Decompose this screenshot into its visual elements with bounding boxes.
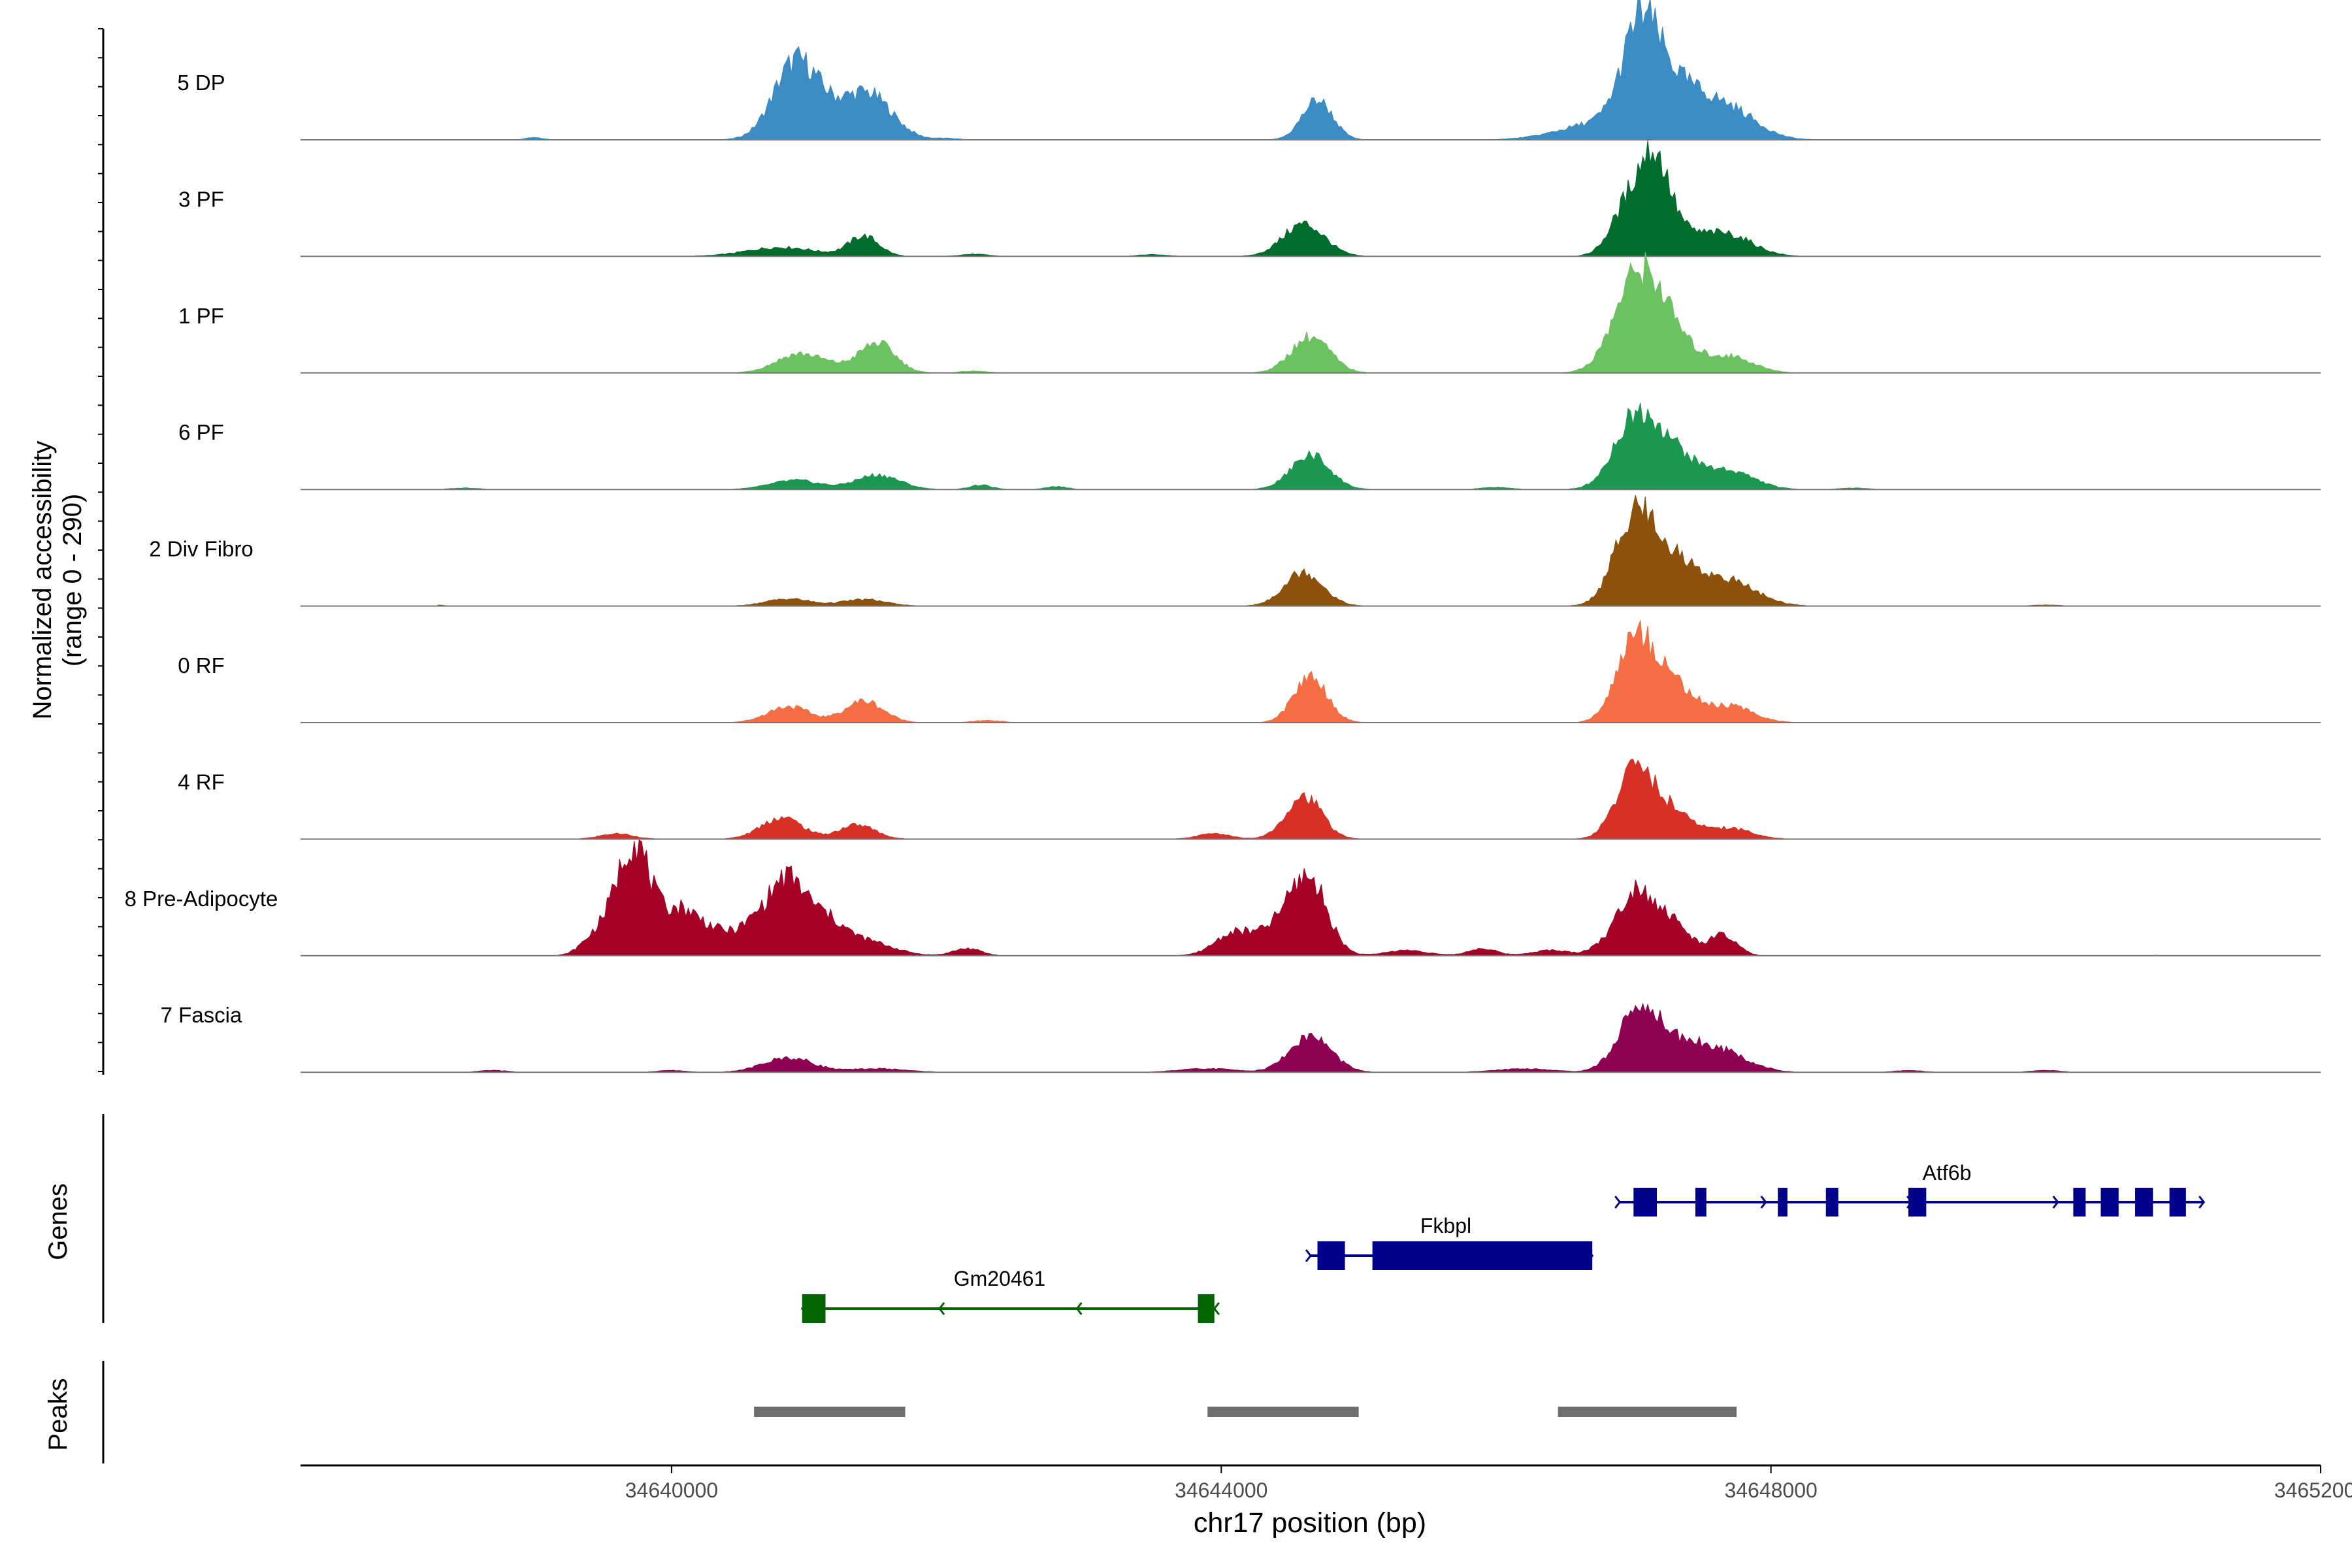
gene-label: Atf6b	[1923, 1161, 1972, 1184]
coverage-area	[438, 402, 2156, 490]
strand-arrow	[2198, 1196, 2206, 1209]
gene-exon	[1778, 1188, 1788, 1217]
gene-label: Gm20461	[954, 1267, 1046, 1290]
x-tick-label: 34644000	[1175, 1478, 1267, 1502]
gene-model: Atf6b	[1614, 1161, 2206, 1217]
coverage-track: 7 Fascia	[161, 1002, 2321, 1073]
x-tick-label: 34640000	[625, 1478, 718, 1502]
x-tick-label: 34648000	[1724, 1478, 1817, 1502]
strand-arrow	[1614, 1196, 1622, 1209]
gene-track: Atf6b Fkbpl Gm20461	[800, 1161, 2206, 1323]
coverage-area	[438, 252, 2156, 374]
coverage-area	[438, 140, 2156, 257]
strand-arrow	[938, 1302, 945, 1315]
gene-exon	[1908, 1188, 1927, 1217]
gene-exon	[1825, 1188, 1838, 1217]
coverage-area	[438, 1002, 2156, 1073]
coverage-track: 1 PF	[178, 252, 2321, 374]
coverage-area	[438, 759, 2156, 840]
gene-exon	[1633, 1188, 1658, 1217]
x-axis: 34640000 34644000 34648000 34652000	[301, 1464, 2352, 1502]
coverage-area	[438, 0, 2156, 140]
left-axes	[98, 28, 105, 1463]
gene-exon	[2169, 1188, 2186, 1217]
track-label: 2 Div Fibro	[149, 537, 253, 561]
y-axis-title-line2: (range 0 - 290)	[58, 494, 87, 667]
coverage-track: 0 RF	[178, 620, 2321, 723]
gene-exon	[1372, 1241, 1593, 1270]
peaks-track-label: Peaks	[44, 1378, 73, 1450]
gene-model: Gm20461	[800, 1267, 1220, 1323]
track-label: 3 PF	[178, 187, 224, 211]
coverage-track: 2 Div Fibro	[149, 495, 2321, 607]
gene-exon	[2073, 1188, 2086, 1217]
coverage-track: 8 Pre-Adipocyte	[125, 839, 2321, 956]
coverage-track: 5 DP	[177, 0, 2321, 140]
strand-arrow	[1075, 1302, 1083, 1315]
gene-exon	[1695, 1188, 1707, 1217]
coverage-area	[438, 620, 2156, 723]
track-label: 4 RF	[178, 770, 225, 794]
coverage-track: 6 PF	[178, 402, 2321, 491]
strand-arrow	[1305, 1249, 1312, 1262]
gene-exon	[2135, 1188, 2153, 1217]
track-label: 8 Pre-Adipocyte	[125, 887, 278, 911]
strand-arrow	[2052, 1196, 2059, 1209]
track-label: 1 PF	[178, 304, 224, 328]
coverage-area	[438, 839, 2157, 956]
y-axis-title-line1: Normalized accessibility	[28, 441, 57, 720]
gene-exon	[1198, 1294, 1215, 1323]
coverage-track: 3 PF	[178, 140, 2321, 257]
genes-track-label: Genes	[44, 1183, 73, 1260]
gene-exon	[802, 1294, 826, 1323]
track-label: 0 RF	[178, 653, 225, 678]
track-label: 5 DP	[177, 71, 225, 95]
peak-region	[1207, 1407, 1359, 1417]
peak-region	[754, 1407, 906, 1417]
peak-track	[754, 1407, 1737, 1417]
track-label: 6 PF	[178, 420, 224, 444]
coverage-track: 4 RF	[178, 759, 2321, 840]
gene-exon	[1317, 1241, 1345, 1270]
coverage-area	[437, 495, 2156, 607]
strand-arrow	[1213, 1302, 1220, 1315]
gene-label: Fkbpl	[1420, 1214, 1471, 1237]
coverage-tracks: 5 DP 3 PF 1 PF 6 PF 2 Div Fibro 0 RF 4 RF 8 Pre…	[125, 0, 2321, 1073]
x-tick-label: 34652000	[2274, 1478, 2352, 1502]
strand-arrow	[1760, 1196, 1767, 1209]
gene-model: Fkbpl	[1305, 1214, 1594, 1270]
x-axis-title: chr17 position (bp)	[1194, 1507, 1426, 1539]
peak-region	[1558, 1407, 1737, 1417]
gene-exon	[2100, 1188, 2119, 1217]
track-label: 7 Fascia	[161, 1003, 242, 1027]
